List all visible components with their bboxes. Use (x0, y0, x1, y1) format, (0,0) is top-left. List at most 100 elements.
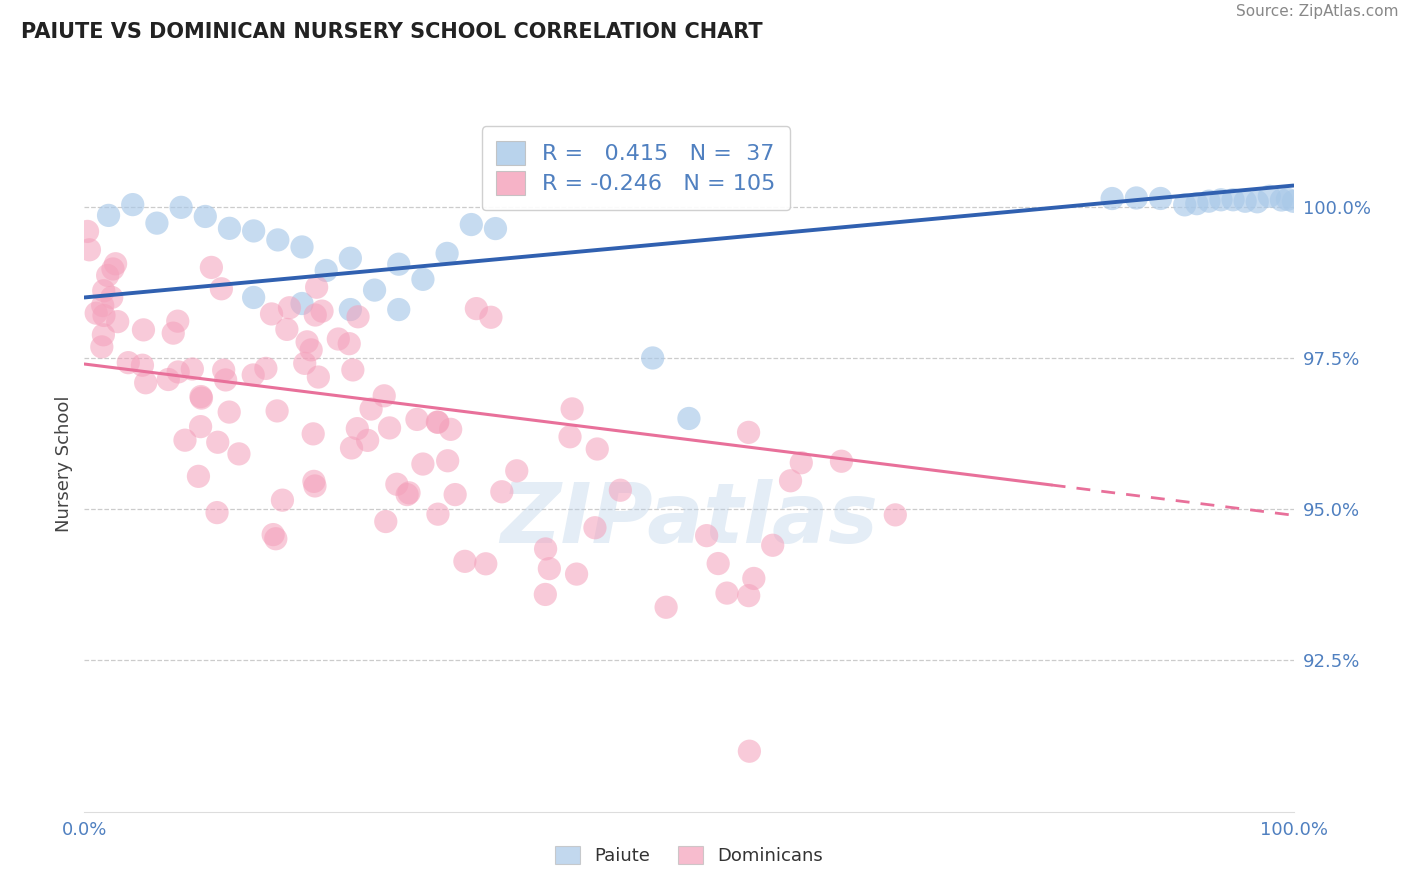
Point (373, 389, 395, 403)
Point (378, 421, 401, 435)
Text: PAIUTE VS DOMINICAN NURSERY SCHOOL CORRELATION CHART: PAIUTE VS DOMINICAN NURSERY SCHOOL CORRE… (21, 22, 762, 42)
Point (641, 351, 664, 365)
Point (90, 340, 112, 354)
Point (200, 260, 222, 275)
Point (214, 373, 236, 387)
Point (101, 262, 124, 277)
Point (315, 263, 337, 277)
Point (707, 557, 730, 571)
Point (228, 447, 250, 461)
Point (738, 744, 761, 758)
Point (187, 469, 209, 483)
Point (586, 442, 609, 456)
Point (339, 302, 361, 317)
Point (583, 521, 606, 535)
Point (534, 541, 557, 556)
Point (107, 315, 129, 329)
Point (1185, 196, 1208, 211)
Point (291, 240, 314, 254)
Point (678, 411, 700, 425)
Point (398, 486, 420, 500)
Point (276, 322, 298, 336)
Point (356, 434, 378, 448)
Point (93, 309, 115, 323)
Point (212, 363, 235, 377)
Point (830, 454, 852, 468)
Point (565, 567, 588, 582)
Point (360, 402, 382, 417)
Point (190, 419, 212, 434)
Point (655, 600, 678, 615)
Point (388, 302, 411, 317)
Point (131, 358, 153, 372)
Point (190, 390, 212, 404)
Text: ZIPatlas: ZIPatlas (501, 479, 877, 560)
Point (271, 493, 294, 508)
Point (162, 326, 184, 340)
Point (242, 368, 264, 382)
Point (1270, 193, 1292, 207)
Point (1282, 194, 1305, 209)
Point (254, 361, 277, 376)
Point (884, 508, 907, 522)
Point (1246, 194, 1268, 209)
Point (84, 306, 107, 320)
Point (93, 327, 115, 342)
Y-axis label: Nursery School: Nursery School (55, 395, 73, 533)
Point (305, 280, 328, 294)
Point (291, 296, 314, 310)
Point (506, 464, 529, 478)
Point (167, 365, 190, 379)
Point (311, 304, 333, 318)
Point (558, 430, 581, 444)
Point (538, 561, 561, 575)
Point (1149, 192, 1171, 206)
Point (146, 216, 169, 230)
Point (440, 422, 463, 436)
Point (304, 308, 326, 322)
Point (465, 301, 488, 316)
Point (426, 415, 449, 429)
Point (76, 224, 98, 238)
Point (174, 433, 197, 447)
Point (738, 589, 761, 603)
Point (363, 283, 385, 297)
Point (1198, 194, 1220, 209)
Point (716, 586, 738, 600)
Point (1209, 193, 1232, 207)
Point (104, 257, 127, 271)
Point (205, 506, 228, 520)
Text: Source: ZipAtlas.com: Source: ZipAtlas.com (1236, 4, 1399, 20)
Point (260, 307, 283, 321)
Point (484, 221, 506, 235)
Point (242, 224, 264, 238)
Point (339, 251, 361, 265)
Point (460, 218, 482, 232)
Point (190, 391, 212, 405)
Point (534, 587, 557, 601)
Point (299, 343, 322, 357)
Point (790, 456, 813, 470)
Point (426, 415, 449, 429)
Point (328, 332, 350, 346)
Point (307, 370, 329, 384)
Point (264, 532, 287, 546)
Point (491, 484, 513, 499)
Point (1101, 192, 1123, 206)
Point (1234, 194, 1257, 209)
Point (278, 301, 301, 315)
Point (132, 323, 155, 337)
Point (374, 515, 396, 529)
Point (742, 571, 765, 585)
Point (93, 284, 115, 298)
Point (385, 477, 408, 491)
Point (412, 272, 434, 286)
Point (342, 363, 364, 377)
Point (1258, 189, 1281, 203)
Point (436, 454, 458, 468)
Point (1174, 198, 1197, 212)
Point (779, 474, 801, 488)
Point (1125, 191, 1147, 205)
Point (121, 197, 143, 211)
Point (295, 334, 318, 349)
